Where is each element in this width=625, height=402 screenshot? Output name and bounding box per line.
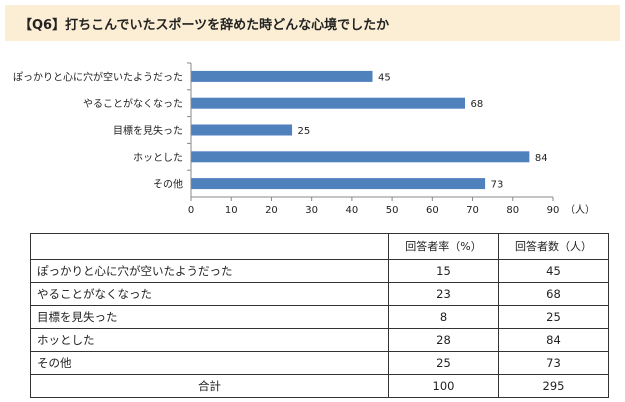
table-header-count: 回答者数（人）: [498, 233, 609, 260]
row-rate: 28: [388, 328, 499, 352]
data-label: 68: [471, 99, 484, 110]
x-tick-label: 20: [265, 205, 278, 216]
table-header-row: 回答者率（%） 回答者数（人）: [30, 233, 609, 260]
row-label: 目標を見失った: [30, 305, 389, 329]
bar: [191, 151, 530, 163]
table-row: ぽっかりと心に穴が空いたようだった 15 45: [30, 259, 609, 283]
data-label: 84: [535, 153, 548, 164]
row-count: 68: [498, 282, 609, 306]
question-header: 【Q6】打ちこんでいたスポーツを辞めた時どんな心境でしたか: [5, 5, 620, 41]
x-tick-label: 10: [225, 205, 238, 216]
row-count: 25: [498, 305, 609, 329]
table-row: 目標を見失った 8 25: [30, 305, 609, 329]
row-label: やることがなくなった: [30, 282, 389, 306]
x-tick-label: 40: [346, 205, 359, 216]
bar: [191, 124, 293, 136]
total-rate: 100: [388, 374, 499, 398]
row-label: ホッとした: [30, 328, 389, 352]
category-label: その他: [153, 178, 183, 191]
row-rate: 15: [388, 259, 499, 283]
x-tick-label: 60: [426, 205, 439, 216]
bar: [191, 70, 373, 82]
table-header-blank: [30, 233, 389, 260]
table-row: その他 25 73: [30, 351, 609, 375]
data-label: 45: [378, 72, 391, 83]
data-label: 25: [298, 126, 311, 137]
bar-chart: 0 10 20 30 40 50 60 70 80 90 （人） ぽっかりと心に穴が空いたようだった 4…: [13, 62, 595, 216]
x-tick-label: 50: [386, 205, 399, 216]
data-label: 73: [491, 180, 504, 191]
total-count: 295: [498, 374, 609, 398]
category-label: やることがなくなった: [83, 97, 183, 110]
category-label: ぽっかりと心に穴が空いたようだった: [13, 70, 183, 83]
row-rate: 25: [388, 351, 499, 375]
row-count: 84: [498, 328, 609, 352]
bar: [191, 178, 486, 190]
results-table: 回答者率（%） 回答者数（人） ぽっかりと心に穴が空いたようだった 15 45 …: [30, 233, 609, 398]
row-label: ぽっかりと心に穴が空いたようだった: [30, 259, 389, 283]
row-rate: 8: [388, 305, 499, 329]
bar: [191, 97, 466, 109]
x-tick-label: 30: [305, 205, 318, 216]
x-tick-label: 80: [506, 205, 519, 216]
x-tick-label: 0: [188, 205, 194, 216]
question-title: 【Q6】打ちこんでいたスポーツを辞めた時どんな心境でしたか: [19, 17, 390, 33]
table-header-rate: 回答者率（%）: [388, 233, 499, 260]
table-row: やることがなくなった 23 68: [30, 282, 609, 306]
row-rate: 23: [388, 282, 499, 306]
total-label: 合計: [30, 374, 389, 398]
row-count: 45: [498, 259, 609, 283]
category-label: ホッとした: [133, 152, 183, 164]
x-axis-unit: （人）: [565, 204, 595, 216]
x-tick-label: 70: [466, 205, 479, 216]
row-label: その他: [30, 351, 389, 375]
table-row: ホッとした 28 84: [30, 328, 609, 352]
row-count: 73: [498, 351, 609, 375]
x-tick-label: 90: [547, 205, 560, 216]
table-total-row: 合計 100 295: [30, 374, 609, 398]
category-label: 目標を見失った: [113, 124, 183, 137]
